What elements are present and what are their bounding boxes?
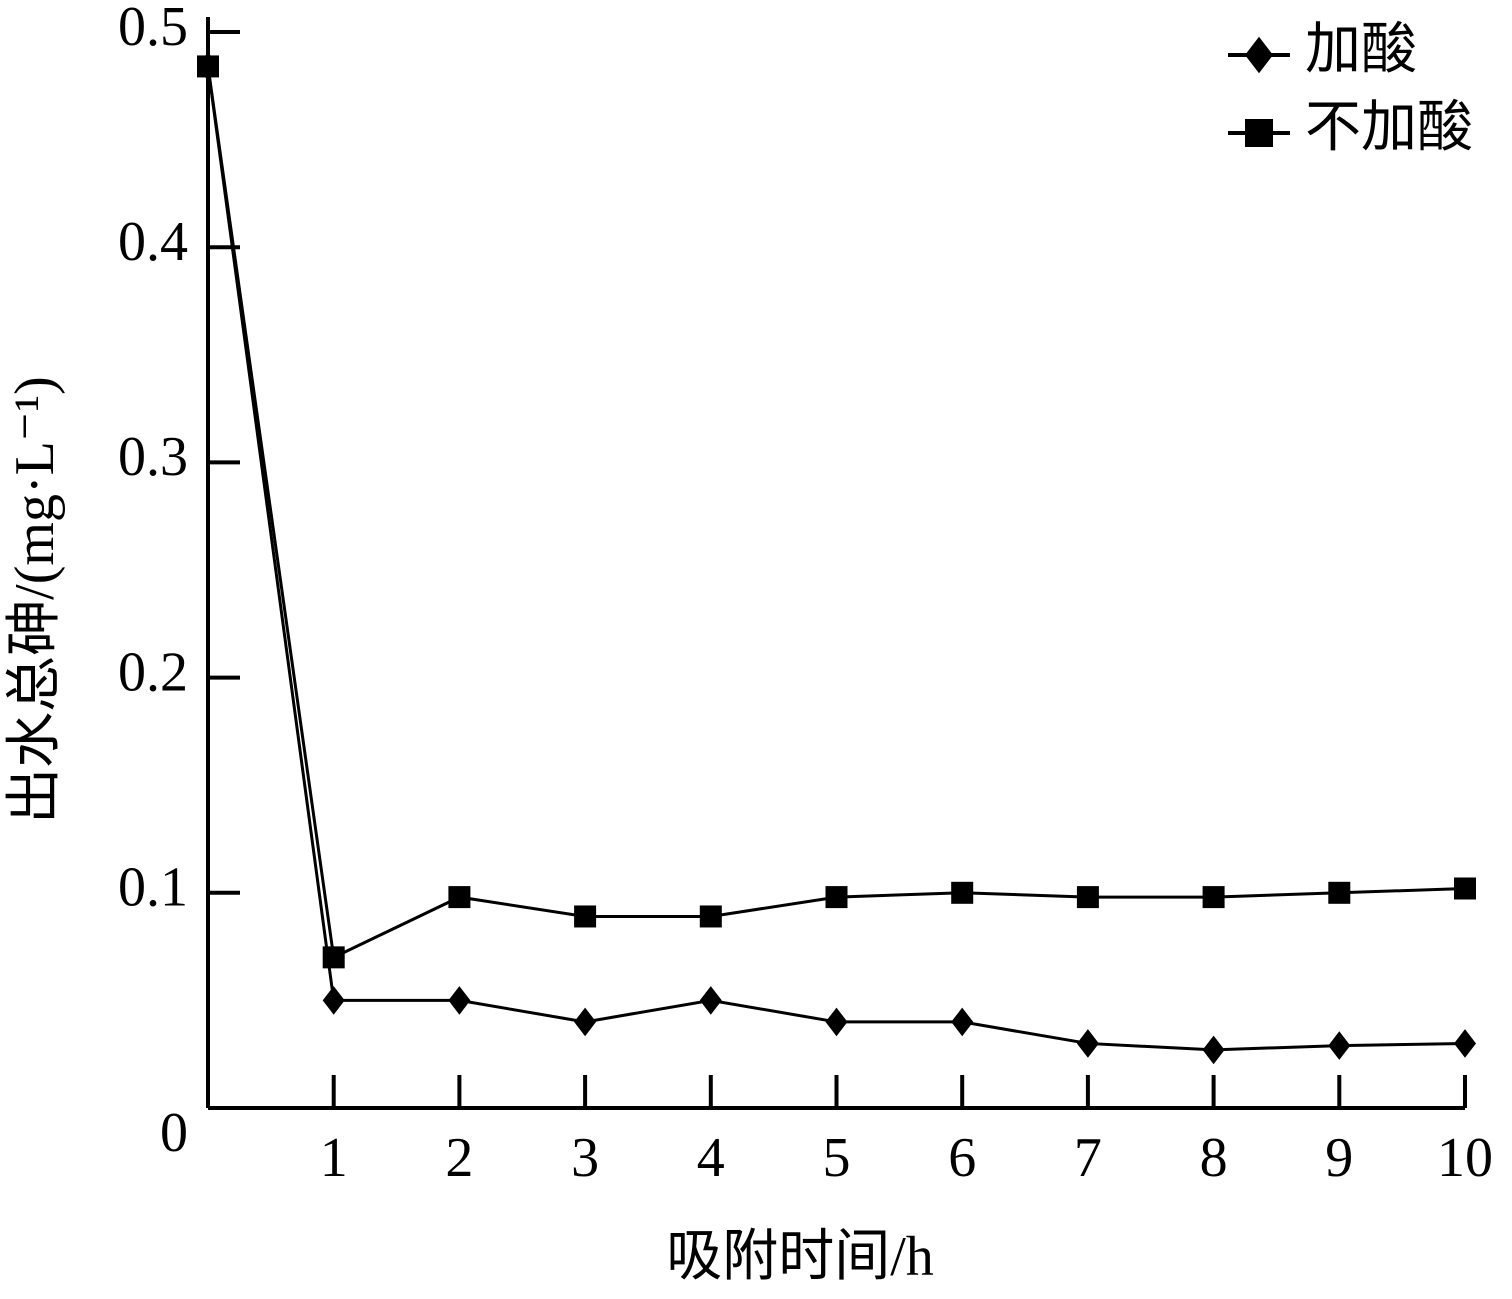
marker bbox=[574, 1007, 597, 1037]
y-tick-label: 0 bbox=[160, 1102, 188, 1164]
marker bbox=[197, 55, 219, 78]
marker bbox=[574, 905, 597, 928]
legend-label: 不加酸 bbox=[1305, 97, 1473, 159]
y-tick-label: 0.2 bbox=[118, 641, 188, 703]
marker bbox=[322, 986, 345, 1015]
marker bbox=[1245, 36, 1273, 74]
marker bbox=[1202, 1035, 1225, 1065]
marker bbox=[322, 946, 345, 969]
marker bbox=[448, 886, 471, 909]
marker bbox=[699, 986, 722, 1015]
marker bbox=[1202, 886, 1225, 909]
y-tick-label: 0.5 bbox=[118, 0, 188, 58]
marker bbox=[825, 886, 848, 909]
marker bbox=[699, 905, 722, 928]
x-tick-label: 6 bbox=[948, 1127, 976, 1189]
x-axis-label: 吸附时间/h bbox=[666, 1226, 934, 1288]
y-tick-label: 0.3 bbox=[118, 426, 188, 488]
marker bbox=[1328, 881, 1351, 904]
y-axis-label: 出水总砷/(mg·L⁻¹) bbox=[4, 376, 66, 824]
x-tick-label: 10 bbox=[1437, 1127, 1493, 1189]
x-tick-label: 4 bbox=[697, 1127, 725, 1189]
x-tick-label: 1 bbox=[320, 1127, 348, 1189]
y-tick-label: 0.4 bbox=[118, 211, 188, 273]
x-tick-label: 8 bbox=[1200, 1127, 1228, 1189]
marker bbox=[951, 881, 974, 904]
x-tick-label: 5 bbox=[823, 1127, 851, 1189]
marker bbox=[1328, 1031, 1351, 1060]
marker bbox=[1454, 877, 1476, 900]
x-tick-label: 9 bbox=[1325, 1127, 1353, 1189]
marker bbox=[1076, 1029, 1099, 1058]
marker bbox=[1245, 119, 1273, 147]
x-tick-label: 2 bbox=[445, 1127, 473, 1189]
marker bbox=[951, 1007, 974, 1037]
legend-label: 加酸 bbox=[1305, 19, 1417, 81]
y-tick-label: 0.1 bbox=[118, 857, 188, 919]
x-tick-label: 7 bbox=[1074, 1127, 1102, 1189]
marker bbox=[825, 1007, 848, 1037]
marker bbox=[448, 986, 471, 1015]
series-line bbox=[206, 66, 1466, 960]
marker bbox=[1076, 886, 1099, 909]
x-tick-label: 3 bbox=[571, 1127, 599, 1189]
marker bbox=[1454, 1029, 1476, 1058]
